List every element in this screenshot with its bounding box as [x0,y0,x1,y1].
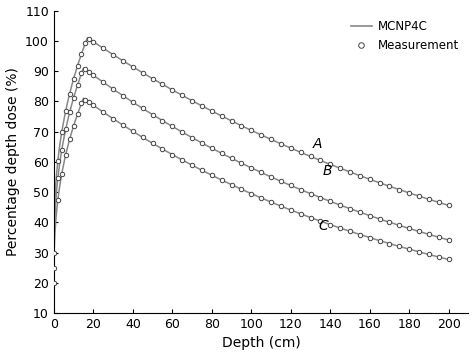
Text: A: A [312,137,322,151]
Text: B: B [322,164,332,178]
Y-axis label: Percentage depth dose (%): Percentage depth dose (%) [6,67,19,256]
Legend: MCNP4C, Measurement: MCNP4C, Measurement [347,16,463,56]
X-axis label: Depth (cm): Depth (cm) [222,336,301,350]
Text: C: C [319,219,328,233]
